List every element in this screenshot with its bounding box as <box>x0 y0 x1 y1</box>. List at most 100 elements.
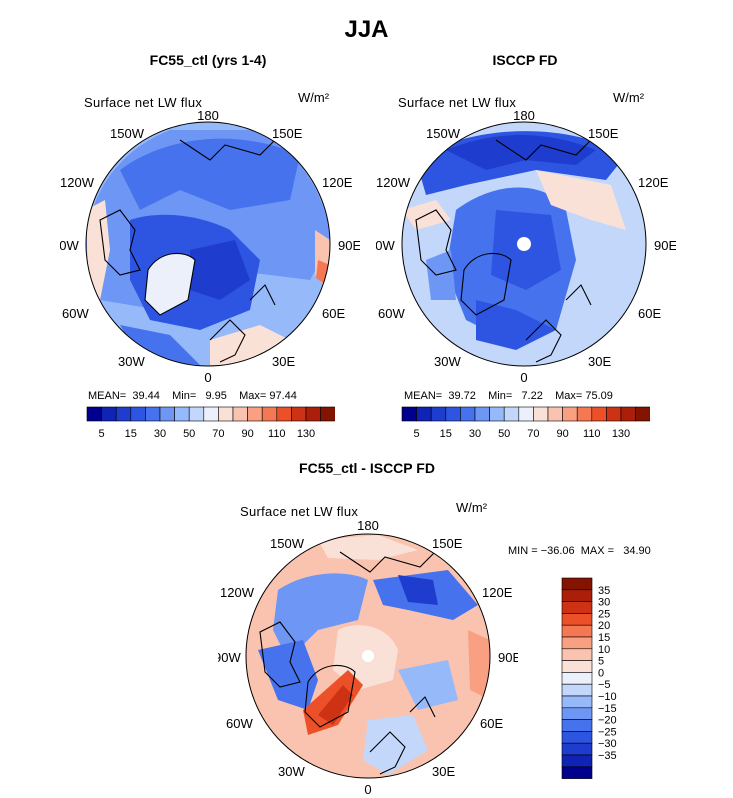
panel-3-colorbar-swatch <box>561 731 593 744</box>
panel-3-lon-30e: 30E <box>432 764 455 779</box>
panel-2-lon-120w: 120W <box>376 175 411 190</box>
panel-2-min-label: Min= <box>488 390 513 402</box>
panel-3-colorbar-swatch <box>561 719 593 732</box>
panel-3-colorbar-swatch <box>561 589 593 602</box>
panel-3-lon-0: 0 <box>364 782 371 797</box>
panel-1-lon-90e: 90E <box>338 238 360 253</box>
panel-1-lon-30e: 30E <box>272 354 295 369</box>
panel-3-field <box>246 534 490 778</box>
panel-3-colorbar-tick-label: 10 <box>598 644 610 656</box>
panel-2-colorbar-swatch <box>591 406 607 422</box>
panel-1-lon-0: 0 <box>204 370 211 385</box>
panel-1-max-label: Max= <box>239 390 267 402</box>
panel-3-units: W/m² <box>456 500 488 515</box>
panel-2-lon-180: 180 <box>513 108 535 123</box>
panel-2-lon-60e: 60E <box>638 306 661 321</box>
panel-2-colorbar-tick-label: 70 <box>527 428 539 440</box>
panel-2-polar-map: 180 150W 150E 120W 120E 90W 90E 60W 60E … <box>376 108 676 385</box>
panel-1-field <box>86 122 330 366</box>
panel-1-colorbar-swatch <box>130 406 146 422</box>
panel-2-min-value: 7.22 <box>521 390 543 402</box>
panel-1-polar-map: 180 150W 150E 120W 120E 90W 90E 60W 60E … <box>60 108 360 385</box>
panel-2-colorbar-tick-label: 50 <box>498 428 510 440</box>
panel-2-coastlines <box>415 139 592 363</box>
panel-2-lon-150e: 150E <box>588 126 619 141</box>
panel-2-lon-90e: 90E <box>654 238 676 253</box>
panel-1-colorbar-swatch <box>305 406 321 422</box>
panel-3-colorbar-swatch <box>561 683 593 697</box>
panel-2-lon-0: 0 <box>520 370 527 385</box>
panel-2-colorbar-tick-label: 90 <box>556 428 568 440</box>
panel-3-lon-90w: 90W <box>218 650 241 665</box>
panel-2-mean-label: MEAN= <box>404 390 443 402</box>
panel-3-colorbar-swatch <box>561 624 593 638</box>
panel-3-colorbar-tick-label: −15 <box>598 703 617 715</box>
panel-1-colorbar-swatch <box>276 406 292 422</box>
panel-2-colorbar-tick-label: 130 <box>612 428 630 440</box>
panel-3-colorbar-swatch <box>561 707 593 720</box>
panel-3-title: FC55_ctl - ISCCP FD <box>299 460 435 476</box>
panel-2-colorbar: 5 15 30 50 70 90 110 130 <box>401 406 650 440</box>
panel-2-colorbar-swatch <box>430 406 447 422</box>
panel-1-lon-60w: 60W <box>62 306 89 321</box>
panel-3-colorbar-tick-label: −10 <box>598 691 617 703</box>
panel-3-lon-60e: 60E <box>480 716 503 731</box>
panel-2-colorbar-tick-label: 15 <box>440 428 452 440</box>
panel-2-max-label: Max= <box>555 390 583 402</box>
panel-2-colorbar-swatch <box>401 406 417 422</box>
panel-1-max-value: 97.44 <box>269 390 297 402</box>
panel-3-pole-missing-data <box>362 650 374 662</box>
panel-2-colorbar-swatch <box>416 406 432 422</box>
panel-3-polar-map: 180 150W 150E 120W 120E 90W 90E 60W 60E … <box>218 518 518 797</box>
panel-3-stats: MIN = −36.06 MAX = 34.90 <box>508 545 651 557</box>
panel-2-max-value: 75.09 <box>585 390 613 402</box>
panel-1-stats: MEAN= 39.44 Min= 9.95 Max= 97.44 <box>88 390 297 402</box>
panel-3-colorbar-swatch <box>561 613 593 626</box>
panel-1-colorbar-tick-label: 30 <box>154 428 166 440</box>
panel-3-colorbar-tick-label: 15 <box>598 632 610 644</box>
panel-3-lon-90e: 90E <box>498 650 518 665</box>
panel-2-lon-30e: 30E <box>588 354 611 369</box>
panel-1-colorbar-swatch <box>115 406 132 422</box>
panel-1-colorbar-swatch <box>145 406 161 422</box>
panel-2-colorbar-swatch <box>620 406 636 422</box>
panel-3-lon-180: 180 <box>357 518 379 533</box>
panel-3-colorbar-swatch <box>561 695 593 709</box>
panel-3-lon-30w: 30W <box>278 764 305 779</box>
panel-3-colorbar-tick-label: 25 <box>598 608 610 620</box>
panel-3-variable-label: Surface net LW flux <box>240 504 359 519</box>
panel-2-mean-value: 39.72 <box>448 390 476 402</box>
panel-1-colorbar-swatch <box>203 406 219 422</box>
panel-2-colorbar-swatch <box>474 406 490 422</box>
panel-2-colorbar-swatch <box>445 406 461 422</box>
panel-1-lon-60e: 60E <box>322 306 345 321</box>
panel-1-colorbar-tick-label: 130 <box>297 428 315 440</box>
panel-1-colorbar-tick-label: 110 <box>268 428 286 440</box>
panel-2-lon-120e: 120E <box>638 175 669 190</box>
panel-1-colorbar-swatch <box>247 406 263 422</box>
panel-3-map-boundary <box>245 533 491 779</box>
panel-1-colorbar-swatch <box>232 406 248 422</box>
panel-1-map-boundary <box>85 121 331 367</box>
panel-2-variable-label: Surface net LW flux <box>398 95 517 110</box>
panel-2-lon-150w: 150W <box>426 126 461 141</box>
panel-2-title: ISCCP FD <box>492 52 558 68</box>
panel-2-colorbar-tick-label: 30 <box>469 428 481 440</box>
panel-3-lon-150w: 150W <box>270 536 305 551</box>
panel-3-colorbar-swatch <box>561 754 593 768</box>
panel-2-units: W/m² <box>613 90 645 105</box>
panel-1-colorbar-swatch <box>188 406 205 422</box>
panel-3-lon-150e: 150E <box>432 536 463 551</box>
panel-1-lon-30w: 30W <box>118 354 145 369</box>
panel-2-colorbar-swatch <box>606 406 622 422</box>
panel-2-lon-90w: 90W <box>376 238 395 253</box>
panel-3-colorbar-tick-label: −20 <box>598 715 617 727</box>
panel-3-colorbar-tick-label: 5 <box>598 656 604 668</box>
panel-1-lon-150e: 150E <box>272 126 303 141</box>
panel-3-lon-120w: 120W <box>220 585 255 600</box>
panel-2-colorbar-swatch <box>489 406 505 422</box>
panel-1-colorbar-swatch <box>86 406 102 422</box>
panel-3-colorbar-swatch <box>561 742 593 756</box>
panel-1-mean-value: 39.44 <box>132 390 160 402</box>
panel-3-coastlines <box>259 551 436 775</box>
